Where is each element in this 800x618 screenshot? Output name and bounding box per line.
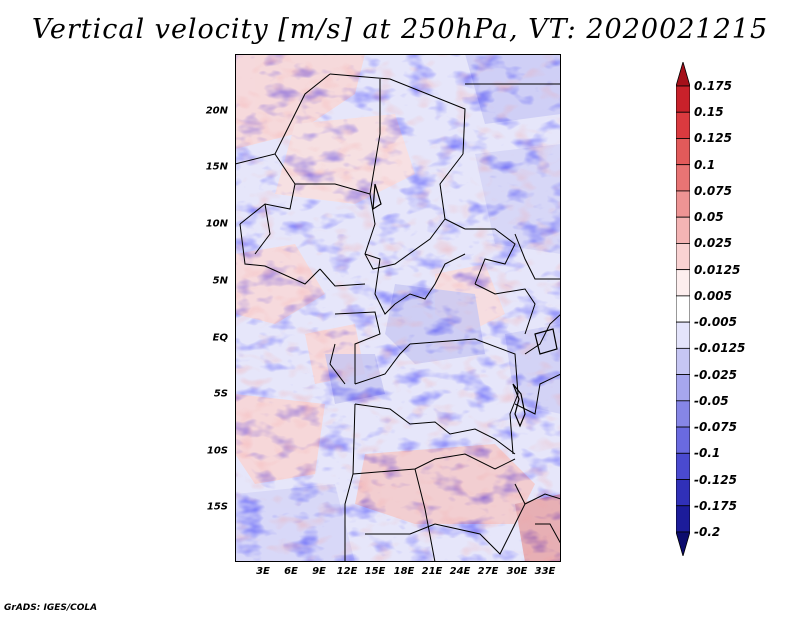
lat-label-15n: 15N bbox=[205, 161, 228, 173]
lon-label-6e: 6E bbox=[284, 566, 298, 577]
colorbar-segment bbox=[676, 505, 690, 533]
field-red-streaks bbox=[235, 54, 561, 562]
colorbar-level-label: -0.025 bbox=[694, 367, 737, 382]
lat-label-15s: 15S bbox=[206, 501, 228, 513]
map-canvas bbox=[235, 54, 561, 562]
lon-label-15e: 15E bbox=[364, 566, 386, 577]
lat-label-5s: 5S bbox=[213, 388, 228, 400]
colorbar-segment bbox=[676, 85, 690, 113]
colorbar-segment bbox=[676, 269, 690, 297]
chart-title: Vertical velocity [m/s] at 250hPa, VT: 2… bbox=[31, 14, 769, 45]
colorbar-level-label: 0.0125 bbox=[694, 262, 741, 277]
colorbar-level-label: 0.005 bbox=[694, 288, 732, 303]
colorbar-level-label: 0.15 bbox=[694, 105, 724, 120]
colorbar-segment bbox=[676, 62, 690, 87]
lon-label-24e: 24E bbox=[449, 566, 471, 577]
country-borders bbox=[235, 73, 561, 562]
velocity-map bbox=[235, 54, 561, 562]
lat-label-10n: 10N bbox=[205, 218, 228, 230]
lat-label-eq: EQ bbox=[212, 332, 228, 344]
lon-label-18e: 18E bbox=[393, 566, 415, 577]
colorbar-segment bbox=[676, 216, 690, 244]
colorbar-level-label: 0.175 bbox=[694, 79, 732, 93]
colorbar bbox=[676, 62, 690, 556]
lon-label-27e: 27E bbox=[477, 566, 499, 577]
colorbar-segment bbox=[676, 531, 690, 556]
lon-label-21e: 21E bbox=[421, 566, 443, 577]
colorbar-level-label: -0.005 bbox=[694, 315, 737, 330]
colorbar-segment bbox=[676, 400, 690, 428]
lakes bbox=[372, 183, 558, 428]
colorbar-level-label: 0.075 bbox=[694, 183, 732, 198]
lon-label-9e: 9E bbox=[312, 566, 326, 577]
colorbar-segment bbox=[676, 426, 690, 454]
colorbar-segment bbox=[676, 347, 690, 375]
colorbar-segment bbox=[676, 374, 690, 402]
lon-label-3e: 3E bbox=[256, 566, 270, 577]
colorbar-level-label: -0.05 bbox=[694, 393, 729, 408]
colorbar-level-label: -0.2 bbox=[694, 525, 721, 539]
colorbar-level-label: -0.0125 bbox=[694, 341, 746, 356]
colorbar-level-label: -0.175 bbox=[694, 498, 737, 513]
colorbar-segment bbox=[676, 321, 690, 349]
lon-label-30e: 30E bbox=[506, 566, 528, 577]
colorbar-level-label: 0.05 bbox=[694, 210, 724, 225]
grads-credit: GrADS: IGES/COLA bbox=[4, 603, 98, 613]
colorbar-segment bbox=[676, 111, 690, 139]
lon-label-12e: 12E bbox=[336, 566, 358, 577]
colorbar-segment bbox=[676, 243, 690, 271]
colorbar-segment bbox=[676, 138, 690, 166]
colorbar-level-label: 0.1 bbox=[694, 157, 716, 172]
lat-label-10s: 10S bbox=[206, 445, 228, 457]
colorbar-segment bbox=[676, 164, 690, 192]
colorbar-level-label: 0.025 bbox=[694, 236, 732, 251]
colorbar-segment bbox=[676, 190, 690, 218]
colorbar-segment bbox=[676, 295, 690, 323]
colorbar-segment bbox=[676, 452, 690, 480]
colorbar-level-label: 0.125 bbox=[694, 131, 732, 146]
colorbar-level-label: -0.125 bbox=[694, 472, 737, 487]
lon-label-33e: 33E bbox=[534, 566, 556, 577]
lat-label-5n: 5N bbox=[212, 275, 228, 287]
colorbar-level-label: -0.1 bbox=[694, 446, 721, 461]
colorbar-segment bbox=[676, 479, 690, 507]
colorbar-level-label: -0.075 bbox=[694, 420, 737, 435]
lat-label-20n: 20N bbox=[205, 105, 228, 117]
